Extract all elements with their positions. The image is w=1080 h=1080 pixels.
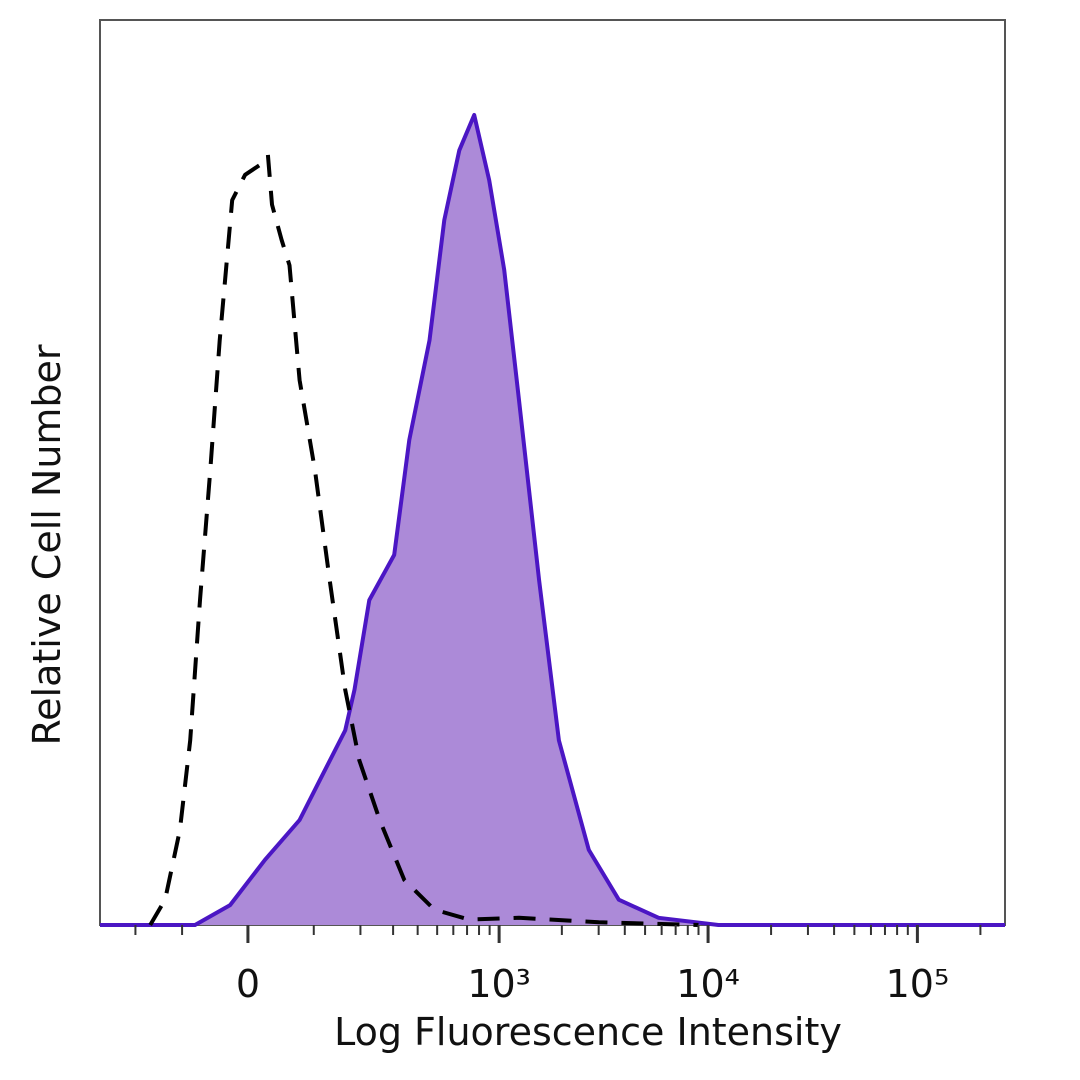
- x-tick-label: 0: [236, 962, 260, 1006]
- histogram-area: [100, 115, 1005, 925]
- x-axis-title: Log Fluorescence Intensity: [334, 1010, 842, 1054]
- histogram-line: [148, 152, 699, 927]
- y-axis-title: Relative Cell Number: [25, 344, 69, 745]
- x-tick-label: 10³: [467, 962, 531, 1006]
- x-tick-label: 10⁴: [676, 962, 740, 1006]
- x-tick-label: 10⁵: [886, 962, 950, 1006]
- histogram-line: [100, 113, 1005, 927]
